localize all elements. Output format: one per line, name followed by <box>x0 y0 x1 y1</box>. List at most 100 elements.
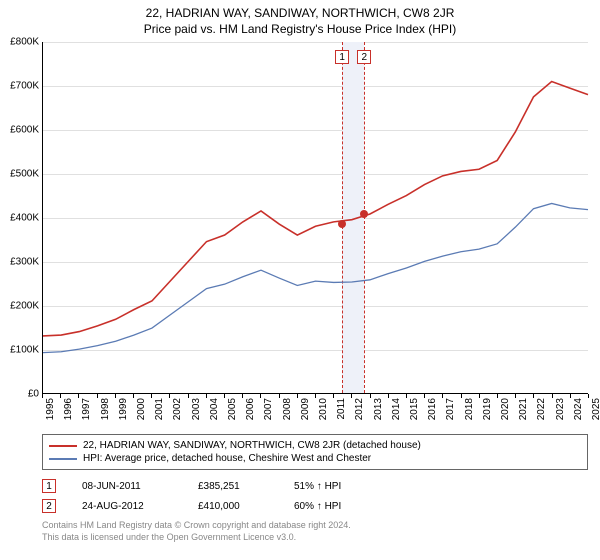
chart-lines <box>43 42 588 393</box>
x-tick <box>78 394 79 398</box>
x-tick <box>570 394 571 398</box>
x-tick <box>97 394 98 398</box>
sale-marker-dot <box>338 220 346 228</box>
x-tick-label: 2014 <box>391 398 402 420</box>
chart-subtitle: Price paid vs. HM Land Registry's House … <box>0 20 600 42</box>
y-tick-label: £100K <box>3 345 39 356</box>
x-tick-label: 2021 <box>518 398 529 420</box>
sale-date: 08-JUN-2011 <box>82 481 172 492</box>
x-tick <box>406 394 407 398</box>
x-tick <box>315 394 316 398</box>
y-tick-label: £500K <box>3 169 39 180</box>
x-tick-label: 2024 <box>573 398 584 420</box>
x-tick <box>588 394 589 398</box>
x-tick <box>60 394 61 398</box>
x-tick <box>224 394 225 398</box>
x-tick <box>115 394 116 398</box>
chart-plot-area: £0£100K£200K£300K£400K£500K£600K£700K£80… <box>42 42 588 394</box>
y-tick-label: £400K <box>3 213 39 224</box>
x-tick-label: 1998 <box>100 398 111 420</box>
legend-item: 22, HADRIAN WAY, SANDIWAY, NORTHWICH, CW… <box>49 439 581 452</box>
footnote: Contains HM Land Registry data © Crown c… <box>42 520 588 543</box>
x-tick-label: 2023 <box>555 398 566 420</box>
chart-legend: 22, HADRIAN WAY, SANDIWAY, NORTHWICH, CW… <box>42 434 588 470</box>
sale-row: 2 24-AUG-2012 £410,000 60% ↑ HPI <box>42 496 588 516</box>
y-tick-label: £200K <box>3 301 39 312</box>
sale-marker-dot <box>360 210 368 218</box>
x-tick-label: 2009 <box>300 398 311 420</box>
legend-label: HPI: Average price, detached house, Ches… <box>83 453 371 464</box>
x-tick-label: 1995 <box>45 398 56 420</box>
y-tick-label: £600K <box>3 125 39 136</box>
footnote-line: Contains HM Land Registry data © Crown c… <box>42 520 588 532</box>
y-tick-label: £0 <box>3 389 39 400</box>
x-tick <box>424 394 425 398</box>
x-tick-label: 2019 <box>482 398 493 420</box>
x-tick <box>533 394 534 398</box>
footnote-line: This data is licensed under the Open Gov… <box>42 532 588 544</box>
x-tick-label: 2016 <box>427 398 438 420</box>
y-tick-label: £300K <box>3 257 39 268</box>
y-tick-label: £700K <box>3 81 39 92</box>
sale-pct-vs-hpi: 51% ↑ HPI <box>294 481 341 492</box>
sale-pct-vs-hpi: 60% ↑ HPI <box>294 501 341 512</box>
x-tick-label: 2010 <box>318 398 329 420</box>
x-tick-label: 2002 <box>172 398 183 420</box>
x-tick <box>351 394 352 398</box>
x-tick <box>497 394 498 398</box>
sales-table: 1 08-JUN-2011 £385,251 51% ↑ HPI 2 24-AUG-201… <box>42 476 588 516</box>
x-tick-label: 2001 <box>154 398 165 420</box>
x-tick-label: 2018 <box>464 398 475 420</box>
x-tick <box>552 394 553 398</box>
x-tick-label: 2008 <box>282 398 293 420</box>
chart-title: 22, HADRIAN WAY, SANDIWAY, NORTHWICH, CW… <box>0 0 600 20</box>
x-tick-label: 1996 <box>63 398 74 420</box>
x-tick-label: 2020 <box>500 398 511 420</box>
x-tick <box>260 394 261 398</box>
x-tick-label: 2025 <box>591 398 600 420</box>
x-tick-label: 2012 <box>354 398 365 420</box>
x-tick <box>169 394 170 398</box>
x-tick-label: 1997 <box>81 398 92 420</box>
x-tick <box>479 394 480 398</box>
x-tick <box>461 394 462 398</box>
x-tick-label: 1999 <box>118 398 129 420</box>
x-tick-label: 2007 <box>263 398 274 420</box>
x-tick <box>42 394 43 398</box>
x-tick <box>151 394 152 398</box>
x-tick <box>297 394 298 398</box>
x-tick-label: 2013 <box>373 398 384 420</box>
x-tick <box>242 394 243 398</box>
chart-x-axis: 1995 1996 1997 1998 1999 2000 2001 2002 2003 2004… <box>42 394 588 428</box>
legend-swatch <box>49 445 77 447</box>
sale-marker-box: 1 <box>335 50 349 64</box>
sale-price: £410,000 <box>198 501 268 512</box>
x-tick-label: 2003 <box>191 398 202 420</box>
sale-marker-box: 2 <box>357 50 371 64</box>
sale-marker-badge: 1 <box>42 479 56 493</box>
legend-label: 22, HADRIAN WAY, SANDIWAY, NORTHWICH, CW… <box>83 440 421 451</box>
x-tick-label: 2005 <box>227 398 238 420</box>
x-tick <box>188 394 189 398</box>
series-line <box>43 81 588 335</box>
x-tick <box>206 394 207 398</box>
sale-date: 24-AUG-2012 <box>82 501 172 512</box>
y-tick-label: £800K <box>3 37 39 48</box>
x-tick-label: 2000 <box>136 398 147 420</box>
x-tick <box>279 394 280 398</box>
x-tick-label: 2015 <box>409 398 420 420</box>
x-tick-label: 2022 <box>536 398 547 420</box>
sale-price: £385,251 <box>198 481 268 492</box>
sale-row: 1 08-JUN-2011 £385,251 51% ↑ HPI <box>42 476 588 496</box>
x-tick <box>388 394 389 398</box>
sale-marker-badge: 2 <box>42 499 56 513</box>
x-tick-label: 2004 <box>209 398 220 420</box>
x-tick <box>370 394 371 398</box>
x-tick <box>133 394 134 398</box>
legend-swatch <box>49 458 77 460</box>
x-tick <box>333 394 334 398</box>
x-tick <box>515 394 516 398</box>
x-tick <box>442 394 443 398</box>
legend-item: HPI: Average price, detached house, Ches… <box>49 452 581 465</box>
x-tick-label: 2011 <box>336 398 347 420</box>
